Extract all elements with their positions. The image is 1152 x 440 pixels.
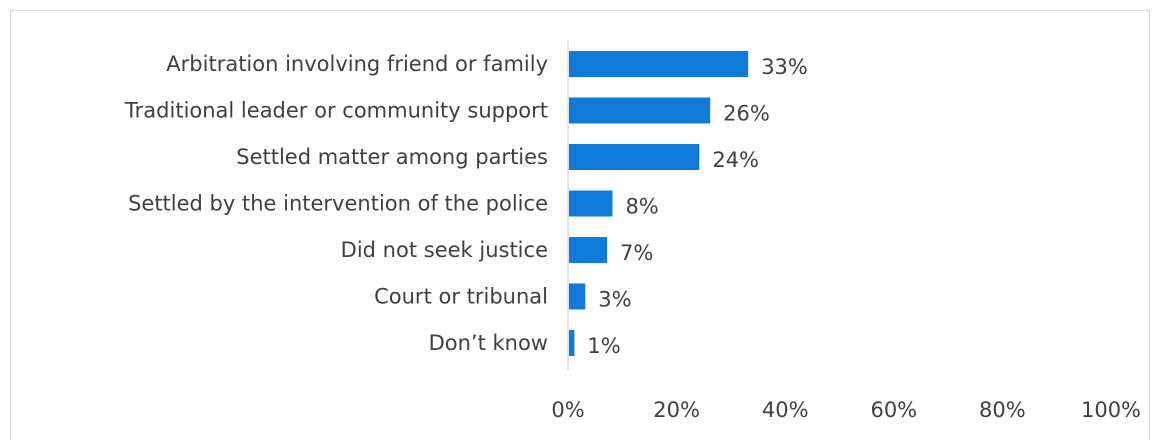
bars-group xyxy=(569,51,749,356)
category-label-1: Arbitration involving friend or family xyxy=(166,52,548,76)
value-label-1: 33% xyxy=(761,55,808,79)
x-tick-label-0: 0% xyxy=(551,398,584,422)
category-labels: Arbitration involving friend or family Tr… xyxy=(124,52,548,355)
bar-4 xyxy=(569,190,613,217)
value-label-3: 24% xyxy=(712,148,759,172)
category-label-2: Traditional leader or community support xyxy=(124,99,548,123)
x-tick-label-100: 100% xyxy=(1081,398,1141,422)
value-label-7: 1% xyxy=(587,334,620,358)
bar-7 xyxy=(569,330,575,356)
category-label-3: Settled matter among parties xyxy=(236,145,548,169)
x-tick-label-20: 20% xyxy=(653,398,700,422)
x-tick-label-80: 80% xyxy=(979,398,1026,422)
bar-3 xyxy=(569,144,700,170)
category-label-7: Don’t know xyxy=(429,331,548,355)
x-tick-label-60: 60% xyxy=(870,398,917,422)
value-label-4: 8% xyxy=(625,195,658,219)
bar-1 xyxy=(569,51,749,77)
category-label-5: Did not seek justice xyxy=(341,238,548,262)
category-label-6: Court or tribunal xyxy=(374,285,548,309)
x-tick-label-40: 40% xyxy=(762,398,809,422)
x-tick-labels: 0% 20% 40% 60% 80% 100% xyxy=(551,398,1141,422)
value-labels: 33% 26% 24% 8% 7% 3% 1% xyxy=(587,55,807,358)
chart-frame xyxy=(10,10,1150,440)
value-label-6: 3% xyxy=(598,288,631,312)
category-label-4: Settled by the intervention of the polic… xyxy=(128,192,548,216)
bar-6 xyxy=(569,283,586,310)
bar-5 xyxy=(569,237,608,263)
value-label-5: 7% xyxy=(620,241,653,265)
value-label-2: 26% xyxy=(723,102,770,126)
bar-2 xyxy=(569,97,711,124)
